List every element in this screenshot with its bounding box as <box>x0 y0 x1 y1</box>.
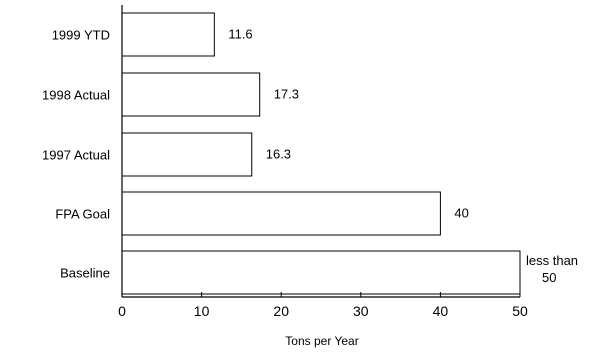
bars-layer <box>121 12 521 295</box>
bar-1997-actual <box>121 132 253 177</box>
category-label-fpa-goal: FPA Goal <box>55 207 110 222</box>
category-label-baseline: Baseline <box>60 266 110 281</box>
x-tick-label-40: 40 <box>433 303 449 319</box>
value-label-fpa-goal: 40 <box>454 206 468 221</box>
category-label-1998-actual: 1998 Actual <box>42 88 110 103</box>
category-label-1999-ytd: 1999 YTD <box>52 28 110 43</box>
x-tick-label-20: 20 <box>273 303 289 319</box>
bar-baseline <box>121 250 521 295</box>
x-tick-label-0: 0 <box>118 303 126 319</box>
value-label-1997-actual: 16.3 <box>266 147 291 162</box>
labels-layer: 1999 YTD 11.6 1998 Actual 17.3 1997 Actual 16… <box>42 27 578 286</box>
bar-1999-ytd <box>121 12 215 57</box>
x-tick-label-50: 50 <box>512 303 528 319</box>
x-tick-label-10: 10 <box>194 303 210 319</box>
value-label-baseline: less than 50 <box>526 253 578 285</box>
bar-1998-actual <box>121 72 261 117</box>
x-axis-title: Tons per Year <box>285 334 358 348</box>
x-axis: 0 10 20 30 40 50 <box>118 5 528 319</box>
bar-fpa-goal <box>121 191 441 236</box>
value-label-1999-ytd: 11.6 <box>228 27 252 42</box>
value-label-1998-actual: 17.3 <box>274 87 299 102</box>
category-label-1997-actual: 1997 Actual <box>42 148 110 163</box>
x-tick-label-30: 30 <box>353 303 369 319</box>
